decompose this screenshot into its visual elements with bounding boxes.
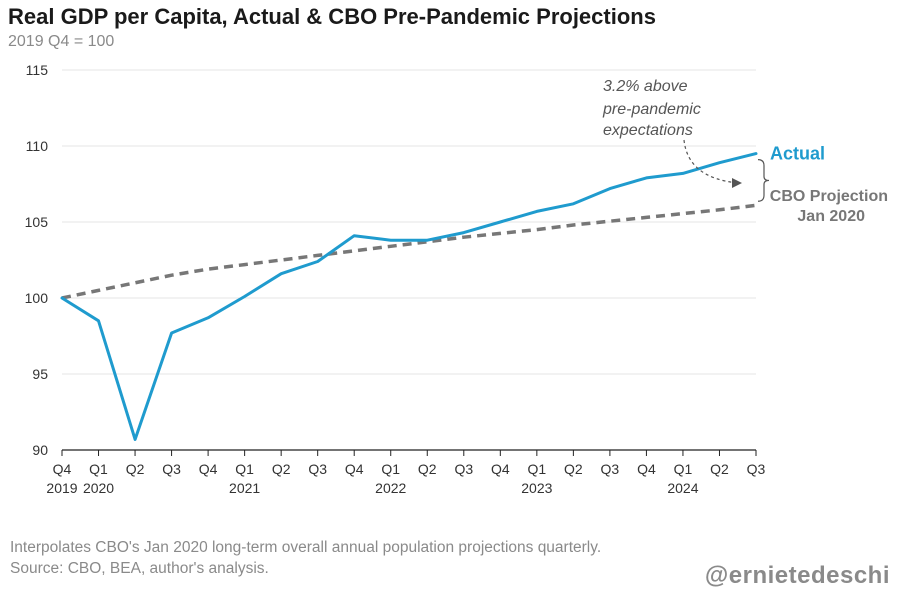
chart-subtitle: 2019 Q4 = 100 (8, 33, 115, 50)
x-year-label: 2024 (667, 480, 698, 496)
annotation-arrow (683, 139, 739, 184)
y-axis-ticks: 90 95 100 105 110 115 (25, 62, 49, 458)
y-tick-label: 90 (32, 442, 48, 458)
series-label-cbo: CBO Projection (770, 188, 888, 205)
x-tick-label: Q2 (710, 461, 729, 477)
x-axis-ticks: Q4 Q1 Q2 Q3 Q4 Q1 Q2 Q3 Q4 Q1 Q2 Q3 Q4 Q1 Q2 Q3 Q4 Q1 Q2 Q3… (46, 450, 766, 496)
x-tick-label: Q3 (601, 461, 620, 477)
chart-title: Real GDP per Capita, Actual & CBO Pre-Pa… (8, 4, 656, 29)
y-tick-label: 110 (26, 138, 49, 154)
annotation-text: pre-pandemic (602, 101, 701, 118)
series-lines: Actual CBO Projection Jan 2020 (60, 144, 888, 441)
x-year-label: 2022 (375, 480, 406, 496)
x-year-label: 2019 (46, 480, 77, 496)
annotation-text: 3.2% above (603, 78, 688, 95)
y-tick-label: 95 (32, 366, 48, 382)
x-tick-label: Q2 (564, 461, 583, 477)
x-tick-label: Q1 (527, 461, 546, 477)
x-tick-label: Q1 (235, 461, 254, 477)
y-tick-label: 100 (25, 290, 49, 306)
x-tick-label: Q4 (345, 461, 364, 477)
y-tick-label: 115 (26, 62, 49, 78)
series-line-actual (60, 152, 758, 441)
x-tick-label: Q4 (491, 461, 510, 477)
x-tick-label: Q2 (418, 461, 437, 477)
x-tick-label: Q4 (637, 461, 656, 477)
x-tick-label: Q3 (308, 461, 327, 477)
footnote-source: Source: CBO, BEA, author's analysis. (10, 560, 269, 577)
series-label-cbo-date: Jan 2020 (797, 208, 865, 225)
footnote-note: Interpolates CBO's Jan 2020 long-term ov… (10, 539, 602, 556)
x-tick-label: Q1 (381, 461, 400, 477)
x-tick-label: Q3 (747, 461, 766, 477)
x-tick-label: Q3 (162, 461, 181, 477)
x-tick-label: Q1 (674, 461, 693, 477)
x-tick-label: Q4 (53, 461, 72, 477)
x-tick-label: Q4 (199, 461, 218, 477)
x-tick-label: Q3 (454, 461, 473, 477)
annotation-arrowhead (732, 178, 742, 188)
author-handle: @ernietedeschi (704, 562, 890, 589)
annotation-text: expectations (603, 122, 693, 139)
series-line-cbo-projection (61, 203, 757, 300)
annotation: 3.2% above pre-pandemic expectations (602, 78, 770, 202)
y-tick-label: 105 (25, 214, 49, 230)
x-year-label: 2020 (83, 480, 114, 496)
x-year-label: 2023 (521, 480, 552, 496)
x-tick-label: Q1 (89, 461, 108, 477)
annotation-brace (757, 159, 770, 202)
gridlines (62, 69, 756, 375)
x-tick-label: Q2 (272, 461, 291, 477)
series-label-actual: Actual (770, 144, 825, 164)
footnote: Interpolates CBO's Jan 2020 long-term ov… (10, 537, 601, 579)
x-tick-label: Q2 (126, 461, 145, 477)
x-year-label: 2021 (229, 480, 260, 496)
